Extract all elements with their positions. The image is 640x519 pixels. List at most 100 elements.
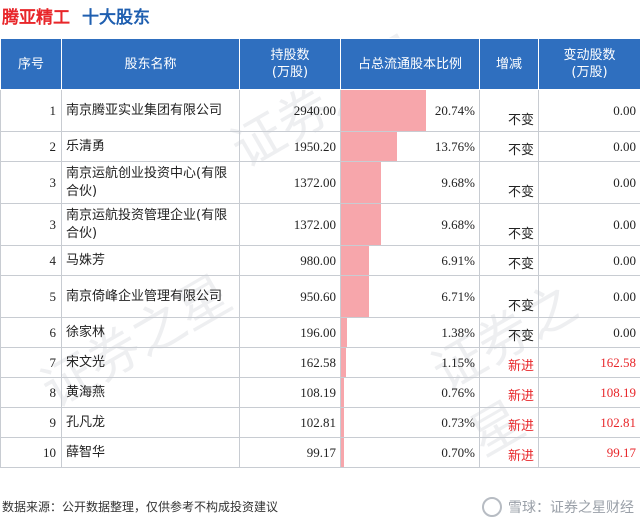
- ratio-label: 6.71%: [441, 288, 475, 304]
- cell-shares: 1372.00: [239, 203, 341, 246]
- cell-delta-shares: 99.17: [538, 437, 640, 468]
- cell-shares: 102.81: [239, 407, 341, 438]
- cell-change-status: 不变: [479, 131, 539, 162]
- cell-rank: 1: [0, 89, 62, 132]
- cell-delta-shares: 0.00: [538, 89, 640, 132]
- table-row: 10 薛智华 99.17 0.70% 新进 99.17: [0, 437, 640, 468]
- cell-shareholder-name: 南京运航创业投资中心(有限合伙): [61, 161, 240, 204]
- ratio-label: 0.73%: [441, 414, 475, 430]
- cell-shares: 980.00: [239, 245, 341, 276]
- cell-change-status: 不变: [479, 317, 539, 348]
- cell-rank: 8: [0, 377, 62, 408]
- cell-ratio: 9.68%: [340, 203, 480, 246]
- cell-shares: 950.60: [239, 275, 341, 318]
- cell-delta-shares: 0.00: [538, 131, 640, 162]
- ratio-label: 20.74%: [434, 102, 475, 118]
- col-header-ratio: 占总流通股本比例: [340, 38, 480, 90]
- cell-ratio: 0.70%: [340, 437, 480, 468]
- ratio-label: 6.91%: [441, 252, 475, 268]
- col-header-delta: 变动股数 (万股): [538, 38, 640, 90]
- cell-delta-shares: 0.00: [538, 275, 640, 318]
- cell-ratio: 9.68%: [340, 161, 480, 204]
- cell-shares: 196.00: [239, 317, 341, 348]
- cell-change-status: 不变: [479, 203, 539, 246]
- page-header: 腾亚精工 十大股东: [0, 0, 150, 30]
- cell-change-status: 不变: [479, 245, 539, 276]
- ratio-bar: [341, 348, 346, 377]
- cell-shareholder-name: 徐家林: [61, 317, 240, 348]
- table-header-row: 序号 股东名称 持股数 (万股) 占总流通股本比例 增减 变动股数 (万股): [0, 38, 640, 90]
- cell-change-status: 不变: [479, 275, 539, 318]
- col-header-name: 股东名称: [61, 38, 240, 90]
- cell-shares: 1372.00: [239, 161, 341, 204]
- table-row: 3 南京运航投资管理企业(有限合伙) 1372.00 9.68% 不变 0.00: [0, 203, 640, 246]
- cell-ratio: 6.91%: [340, 245, 480, 276]
- cell-shareholder-name: 宋文光: [61, 347, 240, 378]
- cell-delta-shares: 0.00: [538, 317, 640, 348]
- cell-shareholder-name: 孔凡龙: [61, 407, 240, 438]
- ratio-label: 9.68%: [441, 216, 475, 232]
- page-subtitle: 十大股东: [82, 7, 150, 28]
- cell-shareholder-name: 黄海燕: [61, 377, 240, 408]
- ratio-label: 1.38%: [441, 324, 475, 340]
- ratio-bar: [341, 378, 345, 407]
- col-header-rank: 序号: [0, 38, 62, 90]
- cell-shareholder-name: 南京腾亚实业集团有限公司: [61, 89, 240, 132]
- cell-ratio: 6.71%: [340, 275, 480, 318]
- cell-shares: 1950.20: [239, 131, 341, 162]
- ratio-bar: [341, 162, 381, 203]
- cell-change-status: 不变: [479, 89, 539, 132]
- cell-delta-shares: 162.58: [538, 347, 640, 378]
- table-row: 1 南京腾亚实业集团有限公司 2940.00 20.74% 不变 0.00: [0, 89, 640, 132]
- cell-ratio: 1.38%: [340, 317, 480, 348]
- cell-rank: 10: [0, 437, 62, 468]
- table-row: 7 宋文光 162.58 1.15% 新进 162.58: [0, 347, 640, 378]
- table-row: 5 南京倚峰企业管理有限公司 950.60 6.71% 不变 0.00: [0, 275, 640, 318]
- ratio-bar: [341, 438, 344, 467]
- cell-rank: 3: [0, 161, 62, 204]
- ratio-bar: [341, 204, 381, 245]
- table-body: 1 南京腾亚实业集团有限公司 2940.00 20.74% 不变 0.00 2 乐清勇 1950…: [0, 89, 640, 468]
- data-source-note: 数据来源：公开数据整理，仅供参考不构成投资建议: [2, 500, 279, 514]
- cell-change-status: 新进: [479, 437, 539, 468]
- ratio-bar: [341, 132, 398, 161]
- cell-shareholder-name: 乐清勇: [61, 131, 240, 162]
- cell-rank: 7: [0, 347, 62, 378]
- cell-delta-shares: 0.00: [538, 161, 640, 204]
- cell-shareholder-name: 薛智华: [61, 437, 240, 468]
- ratio-bar: [341, 246, 370, 275]
- ratio-bar: [341, 90, 426, 131]
- shareholder-table: 序号 股东名称 持股数 (万股) 占总流通股本比例 增减 变动股数 (万股) 1…: [0, 38, 640, 468]
- cell-delta-shares: 102.81: [538, 407, 640, 438]
- cell-delta-shares: 108.19: [538, 377, 640, 408]
- cell-ratio: 1.15%: [340, 347, 480, 378]
- ratio-label: 13.76%: [434, 138, 475, 154]
- cell-shares: 99.17: [239, 437, 341, 468]
- ratio-label: 0.70%: [441, 444, 475, 460]
- ratio-label: 0.76%: [441, 384, 475, 400]
- table-row: 3 南京运航创业投资中心(有限合伙) 1372.00 9.68% 不变 0.00: [0, 161, 640, 204]
- cell-rank: 9: [0, 407, 62, 438]
- cell-delta-shares: 0.00: [538, 203, 640, 246]
- brand-label: 雪球：证券之星财经: [508, 500, 634, 516]
- cell-shares: 108.19: [239, 377, 341, 408]
- table-row: 4 马姝芳 980.00 6.91% 不变 0.00: [0, 245, 640, 276]
- cell-rank: 5: [0, 275, 62, 318]
- cell-ratio: 0.76%: [340, 377, 480, 408]
- table-row: 2 乐清勇 1950.20 13.76% 不变 0.00: [0, 131, 640, 162]
- cell-ratio: 20.74%: [340, 89, 480, 132]
- cell-change-status: 新进: [479, 347, 539, 378]
- ratio-label: 1.15%: [441, 354, 475, 370]
- cell-change-status: 新进: [479, 377, 539, 408]
- cell-delta-shares: 0.00: [538, 245, 640, 276]
- col-header-shares: 持股数 (万股): [239, 38, 341, 90]
- snowball-logo-icon: [482, 497, 502, 517]
- cell-rank: 3: [0, 203, 62, 246]
- cell-shareholder-name: 南京运航投资管理企业(有限合伙): [61, 203, 240, 246]
- cell-change-status: 不变: [479, 161, 539, 204]
- cell-ratio: 13.76%: [340, 131, 480, 162]
- table-row: 9 孔凡龙 102.81 0.73% 新进 102.81: [0, 407, 640, 438]
- ratio-bar: [341, 276, 369, 317]
- brand-mark: 雪球：证券之星财经: [482, 497, 634, 517]
- ratio-bar: [341, 318, 347, 347]
